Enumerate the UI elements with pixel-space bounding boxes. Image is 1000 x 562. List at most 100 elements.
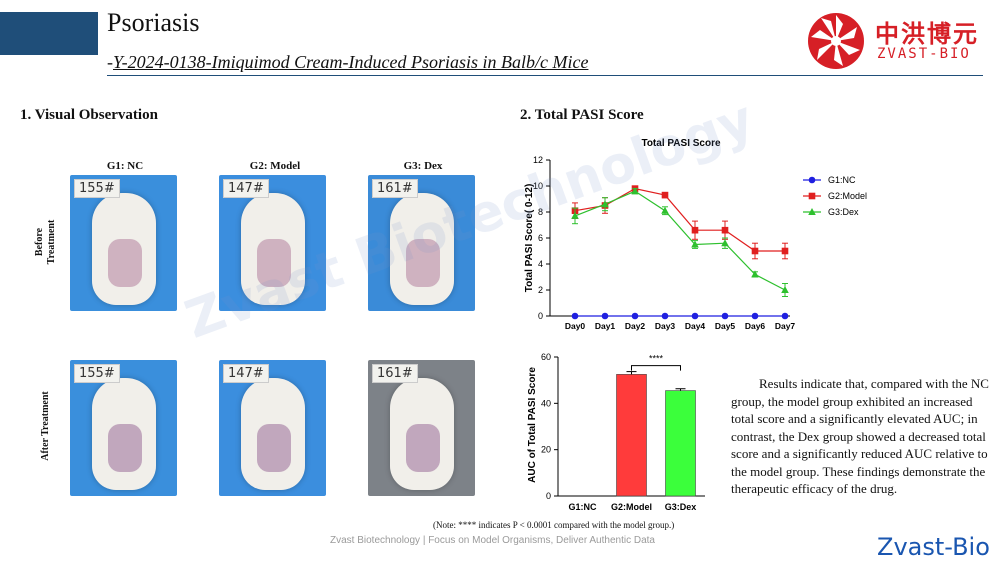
data-point: [571, 312, 579, 320]
auc-bar-chart: AUC of Total PASI Score 0 20 40 60 G1:NC G2:M…: [527, 352, 705, 512]
data-point: [691, 240, 699, 248]
data-point: [691, 312, 699, 320]
data-point: [751, 270, 759, 278]
page-title: Psoriasis: [107, 8, 200, 37]
lesion-area: [406, 424, 440, 472]
data-point: [781, 247, 789, 255]
bar-chart-x-tick-label: G1:NC: [568, 502, 597, 512]
line-chart-x-tick-label: Day4: [685, 321, 706, 331]
data-point: [661, 206, 669, 214]
bracket-line: [631, 365, 681, 371]
data-point: [781, 286, 789, 293]
column-label-g2: G2: Model: [249, 160, 301, 172]
data-point: [601, 312, 609, 320]
bar-chart-y-tick-label: 40: [541, 398, 551, 408]
column-label-g1: G1: NC: [106, 160, 144, 172]
photo-tag: 155#: [74, 364, 120, 383]
legend-label: G1:NC: [828, 175, 856, 185]
line-chart-x-tick-label: Day0: [565, 321, 586, 331]
bar-chart-y-tick-label: 0: [546, 491, 551, 501]
line-series-1: [571, 185, 789, 260]
footer-brand: Zvast-Bio: [877, 533, 990, 561]
line-chart-x-tick-label: Day7: [775, 321, 796, 331]
bar-chart-x-tick-label: G3:Dex: [665, 502, 697, 512]
data-point: [661, 191, 669, 199]
summary-text: Results indicate that, compared with the…: [731, 376, 989, 496]
bar-chart-x-tick-label: G2:Model: [611, 502, 652, 512]
line-chart-y-tick-label: 10: [533, 181, 543, 191]
legend-marker: [808, 208, 816, 215]
header-accent-bar: [0, 12, 98, 55]
logo-pinwheel-icon: [808, 13, 864, 69]
line-chart-y-tick-label: 6: [538, 233, 543, 243]
lesion-area: [108, 424, 142, 472]
photo-tag: 147#: [223, 179, 269, 198]
photo-before-g3: 161#: [368, 175, 475, 311]
photo-after-g3: 161#: [368, 360, 475, 496]
photo-before-g1: 155#: [70, 175, 177, 311]
line-chart-x-tick-label: Day2: [625, 321, 646, 331]
line-chart-ylabel: Total PASI Score( 0-12): [524, 184, 535, 293]
bar-chart-ylabel: AUC of Total PASI Score: [527, 367, 538, 483]
line-chart-y-tick-label: 4: [538, 259, 543, 269]
bar: [665, 390, 696, 497]
lesion-area: [257, 239, 291, 287]
significance-bracket: ****: [631, 354, 681, 371]
bar: [616, 374, 647, 497]
photo-tag: 161#: [372, 179, 418, 198]
data-point: [571, 211, 579, 219]
data-point: [601, 200, 609, 208]
bar-chart-y-tick-label: 60: [541, 352, 551, 362]
header-divider: [107, 75, 983, 76]
photo-tag: 161#: [372, 364, 418, 383]
photo-after-g1: 155#: [70, 360, 177, 496]
mouse-image: [390, 193, 454, 305]
row-label-before: Before Treatment: [34, 219, 57, 265]
line-chart-title: Total PASI Score: [641, 138, 721, 149]
subtitle-dash: -: [107, 52, 113, 72]
photo-after-g2: 147#: [219, 360, 326, 496]
mouse-image: [241, 378, 305, 490]
legend-marker: [808, 192, 816, 200]
data-point: [721, 226, 729, 234]
line-chart-x-tick-label: Day5: [715, 321, 736, 331]
page-subtitle: -Y-2024-0138-Imiquimod Cream-Induced Pso…: [107, 52, 588, 73]
mouse-image: [390, 378, 454, 490]
line-chart-y-tick-label: 0: [538, 311, 543, 321]
line-chart-x-tick-label: Day3: [655, 321, 676, 331]
mouse-image: [241, 193, 305, 305]
footer-tagline: Zvast Biotechnology | Focus on Model Org…: [330, 535, 655, 546]
legend-label: G3:Dex: [828, 207, 859, 217]
company-logo: 中洪博元 ZVAST-BIO: [805, 10, 995, 70]
data-point: [751, 247, 759, 255]
subtitle-text: Y-2024-0138-Imiquimod Cream-Induced Psor…: [113, 52, 589, 72]
data-point: [631, 312, 639, 320]
line-chart-y-tick-label: 8: [538, 207, 543, 217]
logo-english-text: ZVAST-BIO: [877, 46, 971, 62]
line-series-0: [571, 312, 789, 320]
logo-chinese-text: 中洪博元: [875, 20, 979, 48]
data-point: [751, 312, 759, 320]
line-series-2: [571, 187, 789, 297]
mouse-image: [92, 193, 156, 305]
line-chart-x-tick-label: Day6: [745, 321, 766, 331]
lesion-area: [108, 239, 142, 287]
column-label-g3: G3: Dex: [403, 160, 443, 172]
legend-marker: [808, 176, 816, 184]
section-heading-pasi: 2. Total PASI Score: [520, 107, 644, 123]
line-chart-y-tick-label: 2: [538, 285, 543, 295]
lesion-area: [406, 239, 440, 287]
series-line: [574, 190, 786, 291]
significance-note: (Note: **** indicates P < 0.0001 compare…: [433, 520, 675, 530]
line-chart-y-tick-label: 12: [533, 155, 543, 165]
significance-label: ****: [649, 354, 664, 364]
data-point: [721, 239, 729, 247]
lesion-area: [257, 424, 291, 472]
data-point: [781, 312, 789, 320]
line-chart-x-tick-label: Day1: [595, 321, 616, 331]
data-point: [691, 226, 699, 234]
section-heading-visual: 1. Visual Observation: [20, 107, 158, 123]
legend-label: G2:Model: [828, 191, 867, 201]
row-label-after: After Treatment: [40, 391, 51, 461]
data-point: [661, 312, 669, 320]
